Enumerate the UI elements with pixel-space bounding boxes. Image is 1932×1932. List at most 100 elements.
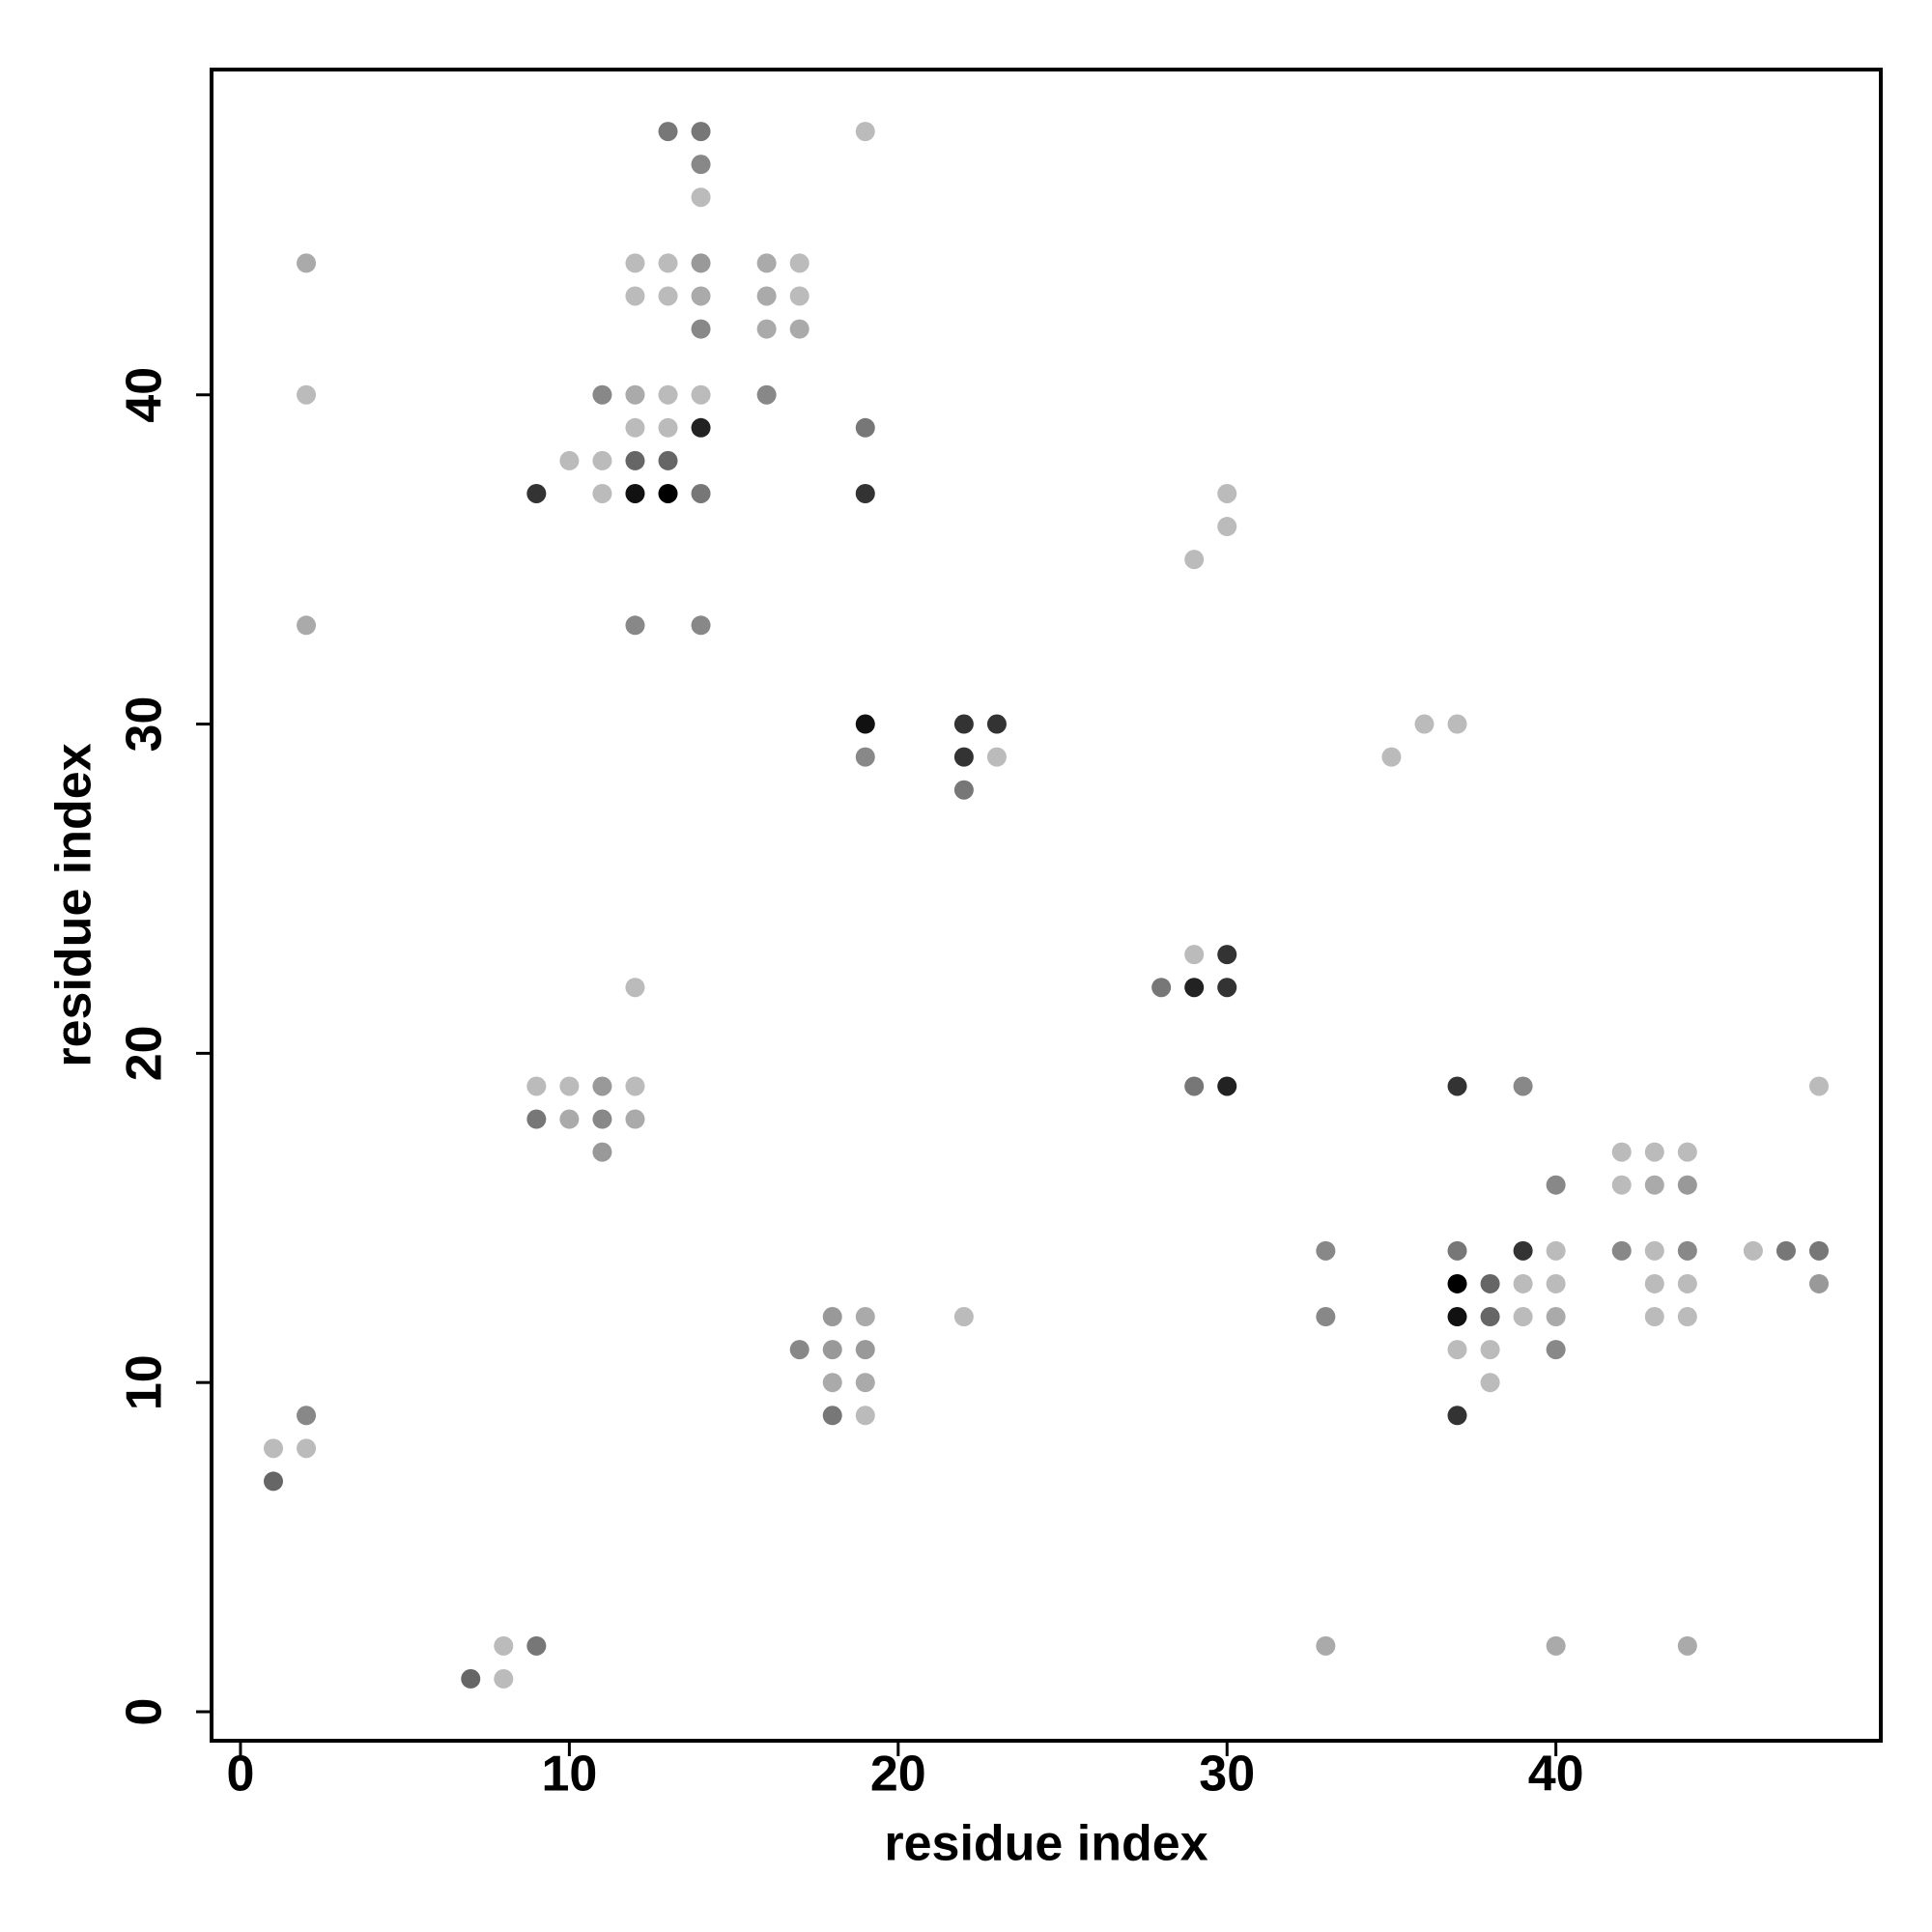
point [691,155,711,175]
x-tick-label: 40 [1528,1747,1584,1803]
x-tick-label: 30 [1199,1747,1255,1803]
point [1611,1175,1632,1195]
y-tick-label: 20 [117,1025,173,1081]
point [592,1076,612,1096]
point [691,483,711,503]
point [1184,945,1205,965]
point [592,384,612,405]
x-axis-label: residue index [884,1816,1208,1872]
point [494,1635,514,1656]
point [625,1109,645,1129]
point [264,1471,283,1492]
point [1644,1240,1664,1261]
point [1480,1307,1500,1327]
point [822,1340,842,1360]
point [494,1668,514,1689]
point [526,1076,547,1096]
point [1480,1273,1500,1293]
y-tick-label: 0 [117,1698,173,1726]
plot-frame [210,68,1883,1743]
point [855,1340,875,1360]
point [691,417,711,438]
point [756,253,777,273]
point [822,1373,842,1393]
point [1611,1240,1632,1261]
point [1447,1240,1467,1261]
x-tick-label: 10 [541,1747,597,1803]
y-tick-label: 40 [117,367,173,423]
point [855,417,875,438]
point [855,122,875,142]
point [1447,1406,1467,1426]
point [625,253,645,273]
point [1546,1635,1566,1656]
point [625,417,645,438]
point [1447,1307,1467,1327]
point [1611,1142,1632,1162]
point [1480,1373,1500,1393]
point [625,1076,645,1096]
point [526,1635,547,1656]
point [297,253,317,273]
point [953,780,974,800]
point [559,1076,580,1096]
point [691,122,711,142]
point [592,1109,612,1129]
point [756,384,777,405]
point [297,1438,317,1459]
point [822,1406,842,1426]
point [1217,517,1237,537]
point [986,747,1007,767]
point [1546,1240,1566,1261]
point [625,615,645,636]
point [756,286,777,306]
point [789,286,810,306]
point [1677,1307,1697,1327]
y-tick-label: 30 [117,696,173,753]
point [1217,978,1237,998]
point [1447,1076,1467,1096]
point [1677,1240,1697,1261]
point [625,483,645,503]
point [855,714,875,734]
point [1151,978,1172,998]
point [1546,1340,1566,1360]
point [658,384,678,405]
point [1743,1240,1763,1261]
point [1644,1307,1664,1327]
point [1677,1142,1697,1162]
point [625,978,645,998]
point [1809,1273,1829,1293]
point [1447,1340,1467,1360]
point [691,319,711,339]
point [691,187,711,208]
point [297,384,317,405]
point [625,286,645,306]
point [691,253,711,273]
point [559,1109,580,1129]
point [1316,1635,1336,1656]
point [1513,1273,1533,1293]
point [1809,1076,1829,1096]
point [1546,1273,1566,1293]
point [1776,1240,1796,1261]
point [625,450,645,470]
point [1217,945,1237,965]
point [1316,1240,1336,1261]
point [855,1373,875,1393]
point [592,450,612,470]
point [1414,714,1435,734]
point [658,417,678,438]
point [658,253,678,273]
point [789,1340,810,1360]
point [822,1307,842,1327]
point [592,1142,612,1162]
point [953,714,974,734]
point [1644,1273,1664,1293]
point [1480,1340,1500,1360]
point [1677,1175,1697,1195]
point [855,1406,875,1426]
point [1546,1175,1566,1195]
